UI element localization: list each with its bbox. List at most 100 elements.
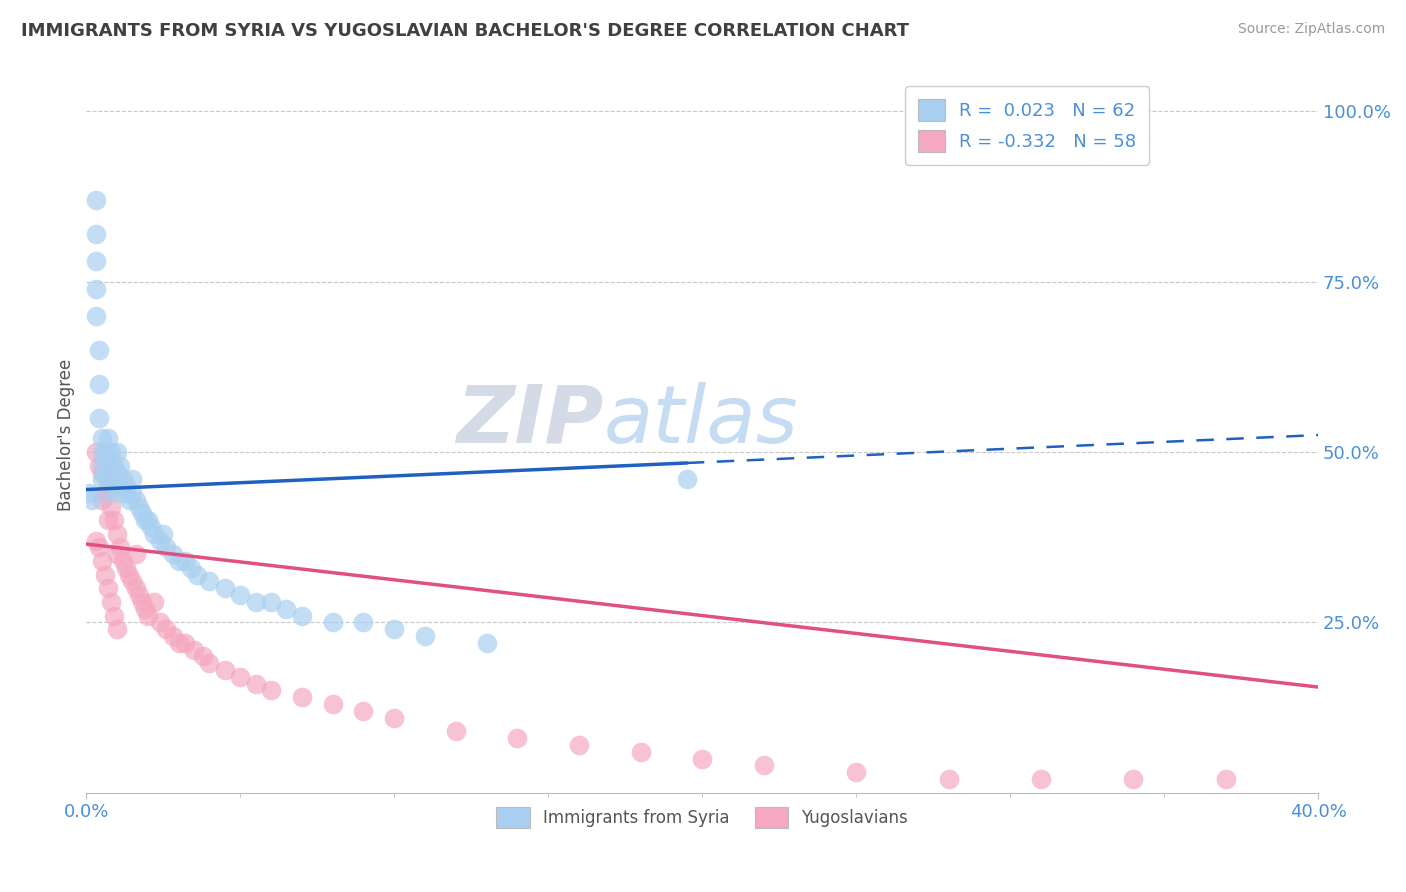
- Point: [84, 254, 107, 268]
- Point: [173, 554, 195, 568]
- Point: [291, 608, 314, 623]
- Point: [97, 472, 120, 486]
- Point: [134, 601, 156, 615]
- Legend: Immigrants from Syria, Yugoslavians: Immigrants from Syria, Yugoslavians: [489, 801, 915, 834]
- Point: [131, 595, 153, 609]
- Point: [1122, 772, 1144, 786]
- Point: [100, 486, 122, 500]
- Point: [260, 595, 283, 609]
- Point: [173, 636, 195, 650]
- Point: [183, 642, 205, 657]
- Point: [84, 445, 107, 459]
- Point: [82, 492, 104, 507]
- Point: [124, 582, 146, 596]
- Point: [938, 772, 960, 786]
- Point: [136, 513, 159, 527]
- Point: [84, 533, 107, 548]
- Point: [103, 513, 125, 527]
- Point: [229, 588, 252, 602]
- Point: [630, 745, 652, 759]
- Point: [752, 758, 775, 772]
- Point: [112, 472, 135, 486]
- Point: [84, 282, 107, 296]
- Point: [155, 622, 177, 636]
- Point: [675, 472, 697, 486]
- Point: [84, 193, 107, 207]
- Point: [276, 601, 298, 615]
- Point: [97, 451, 120, 466]
- Point: [382, 622, 405, 636]
- Point: [128, 588, 150, 602]
- Point: [90, 492, 112, 507]
- Point: [87, 458, 110, 473]
- Point: [108, 458, 131, 473]
- Point: [79, 486, 101, 500]
- Point: [115, 479, 138, 493]
- Point: [94, 466, 117, 480]
- Point: [444, 724, 467, 739]
- Text: IMMIGRANTS FROM SYRIA VS YUGOSLAVIAN BACHELOR'S DEGREE CORRELATION CHART: IMMIGRANTS FROM SYRIA VS YUGOSLAVIAN BAC…: [21, 22, 910, 40]
- Point: [260, 683, 283, 698]
- Point: [121, 574, 143, 589]
- Point: [214, 582, 236, 596]
- Point: [105, 622, 128, 636]
- Point: [245, 595, 267, 609]
- Point: [103, 458, 125, 473]
- Point: [121, 472, 143, 486]
- Point: [121, 486, 143, 500]
- Point: [112, 486, 135, 500]
- Point: [84, 227, 107, 241]
- Point: [97, 513, 120, 527]
- Point: [353, 615, 375, 630]
- Point: [108, 541, 131, 555]
- Point: [90, 458, 112, 473]
- Point: [143, 595, 166, 609]
- Point: [105, 445, 128, 459]
- Point: [90, 472, 112, 486]
- Point: [84, 309, 107, 323]
- Point: [186, 567, 208, 582]
- Point: [128, 500, 150, 514]
- Point: [180, 561, 202, 575]
- Point: [118, 492, 141, 507]
- Point: [214, 663, 236, 677]
- Point: [382, 711, 405, 725]
- Point: [155, 541, 177, 555]
- Point: [149, 533, 172, 548]
- Point: [118, 567, 141, 582]
- Point: [134, 513, 156, 527]
- Point: [100, 466, 122, 480]
- Point: [131, 507, 153, 521]
- Point: [103, 479, 125, 493]
- Point: [139, 520, 162, 534]
- Point: [100, 595, 122, 609]
- Point: [245, 676, 267, 690]
- Point: [87, 541, 110, 555]
- Point: [322, 615, 344, 630]
- Text: Source: ZipAtlas.com: Source: ZipAtlas.com: [1237, 22, 1385, 37]
- Point: [322, 697, 344, 711]
- Point: [167, 636, 190, 650]
- Point: [198, 657, 221, 671]
- Point: [162, 629, 184, 643]
- Point: [87, 343, 110, 357]
- Point: [94, 567, 117, 582]
- Point: [475, 636, 498, 650]
- Point: [193, 649, 215, 664]
- Point: [112, 554, 135, 568]
- Point: [100, 500, 122, 514]
- Point: [136, 608, 159, 623]
- Point: [90, 432, 112, 446]
- Point: [167, 554, 190, 568]
- Point: [90, 554, 112, 568]
- Point: [353, 704, 375, 718]
- Point: [413, 629, 436, 643]
- Point: [105, 466, 128, 480]
- Point: [97, 582, 120, 596]
- Point: [152, 526, 174, 541]
- Point: [105, 526, 128, 541]
- Point: [143, 526, 166, 541]
- Text: ZIP: ZIP: [457, 382, 603, 459]
- Point: [90, 445, 112, 459]
- Point: [115, 561, 138, 575]
